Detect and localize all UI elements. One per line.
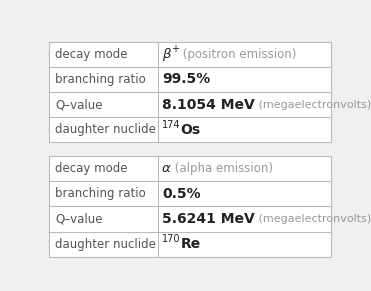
Text: decay mode: decay mode: [55, 162, 128, 175]
Text: branching ratio: branching ratio: [55, 187, 146, 200]
Text: 8.1054 MeV: 8.1054 MeV: [162, 98, 255, 112]
Text: 99.5%: 99.5%: [162, 72, 210, 86]
Text: Q–value: Q–value: [55, 98, 102, 111]
Text: Re: Re: [181, 237, 201, 251]
Text: (megaelectronvolts): (megaelectronvolts): [255, 100, 371, 110]
Text: daughter nuclide: daughter nuclide: [55, 238, 156, 251]
Text: daughter nuclide: daughter nuclide: [55, 123, 156, 136]
Text: 0.5%: 0.5%: [162, 187, 201, 201]
Text: Os: Os: [181, 123, 201, 137]
Text: (megaelectronvolts): (megaelectronvolts): [255, 214, 371, 224]
Text: β: β: [162, 48, 171, 61]
Text: branching ratio: branching ratio: [55, 73, 146, 86]
Text: decay mode: decay mode: [55, 48, 128, 61]
Text: 170: 170: [162, 234, 181, 244]
Bar: [49, 42, 331, 143]
Bar: [49, 156, 331, 257]
Text: +: +: [171, 44, 178, 54]
Text: α: α: [162, 162, 171, 175]
Text: (alpha emission): (alpha emission): [171, 162, 273, 175]
Text: (positron emission): (positron emission): [178, 48, 296, 61]
Text: 5.6241 MeV: 5.6241 MeV: [162, 212, 255, 226]
Text: 174: 174: [162, 120, 181, 130]
Text: Q–value: Q–value: [55, 212, 102, 226]
